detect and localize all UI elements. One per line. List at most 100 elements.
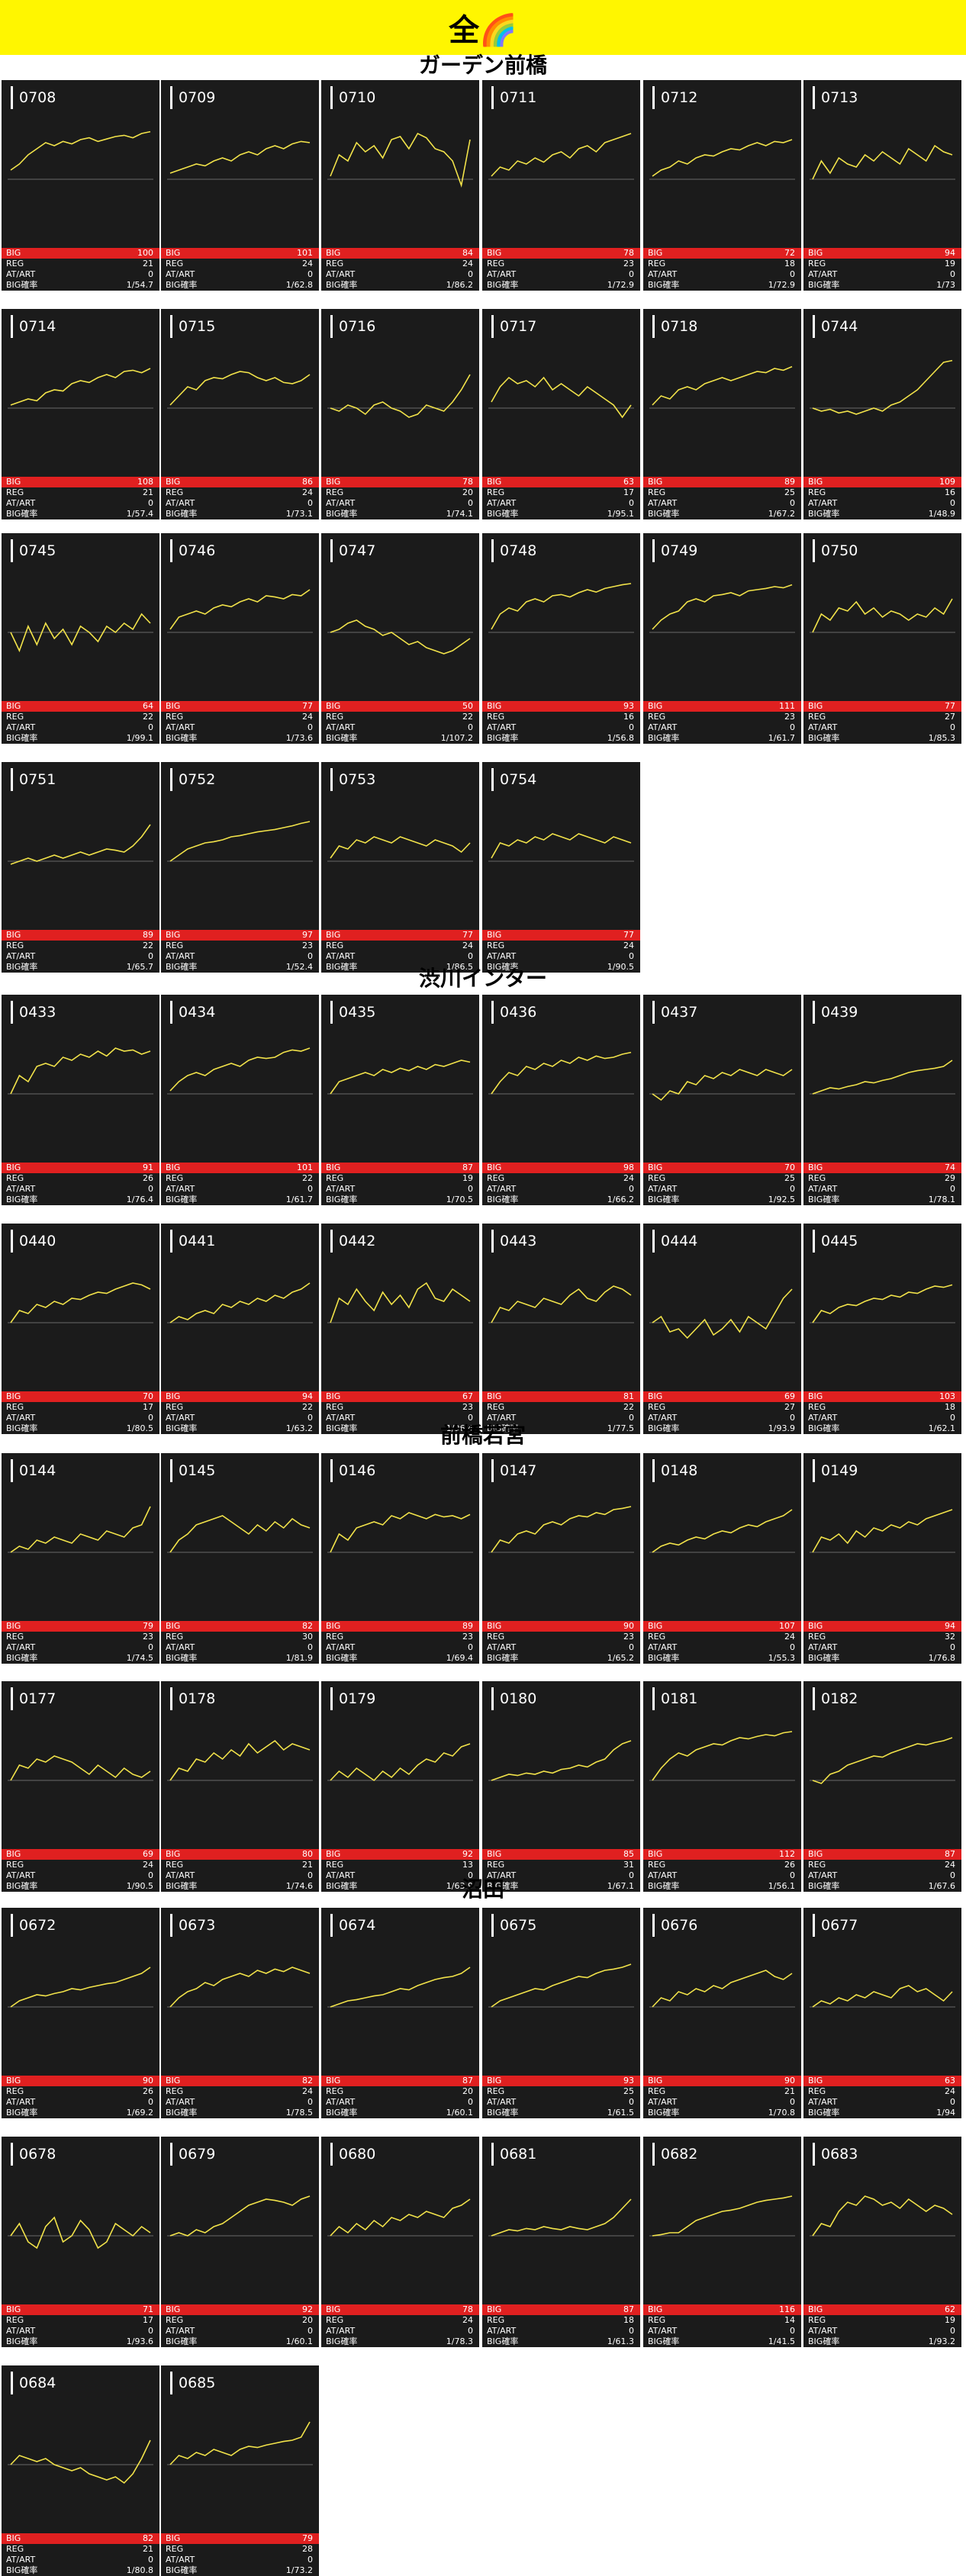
machine-card[interactable]: 0754BIG77REG24AT/ART0BIG確率1/90.5REG確率1/2…: [482, 762, 640, 973]
machine-card[interactable]: 0441BIG94REG22AT/ART0BIG確率1/63.2REG確率1/2…: [161, 1224, 319, 1434]
machine-card[interactable]: 0683BIG62REG19AT/ART0BIG確率1/93.2REG確率1/3…: [803, 2137, 961, 2347]
reg-value: 23: [302, 941, 313, 950]
slump-line: [169, 589, 311, 630]
big-row: BIG 109: [803, 477, 961, 487]
reg-value: 24: [945, 2086, 955, 2096]
machine-card[interactable]: 0148BIG107REG24AT/ART0BIG確率1/55.3REG確率1/…: [643, 1453, 801, 1664]
machine-card[interactable]: 0180BIG85REG31AT/ART0BIG確率1/67.1REG確率1/1…: [482, 1681, 640, 1892]
big-rate-row: BIG確率 1/61.3: [482, 2336, 640, 2347]
machine-card[interactable]: 0177BIG69REG24AT/ART0BIG確率1/90.5REG確率1/2…: [2, 1681, 159, 1892]
machine-card[interactable]: 0753BIG77REG24AT/ART0BIG確率1/86.5REG確率1/2…: [321, 762, 479, 973]
at-label: AT/ART: [808, 1413, 838, 1423]
big-row: BIG 87: [321, 2076, 479, 2086]
machine-card[interactable]: 0680BIG78REG24AT/ART0BIG確率1/78.3REG確率1/2…: [321, 2137, 479, 2347]
big-rate-label: BIG確率: [166, 280, 198, 290]
machine-card[interactable]: 0745BIG64REG22AT/ART0BIG確率1/99.1REG確率1/2…: [2, 533, 159, 744]
machine-card[interactable]: 0146BIG89REG23AT/ART0BIG確率1/69.4REG確率1/2…: [321, 1453, 479, 1664]
machine-card[interactable]: 0751BIG89REG22AT/ART0BIG確率1/65.7REG確率1/2…: [2, 762, 159, 973]
at-row: AT/ART 0: [482, 1642, 640, 1653]
page-title: 全🌈: [0, 0, 966, 55]
machine-card[interactable]: 0672BIG90REG26AT/ART0BIG確率1/69.2REG確率1/2…: [2, 1908, 159, 2118]
machine-number: 0676: [652, 1914, 697, 1937]
big-rate-row: BIG確率 1/56.8: [482, 733, 640, 744]
big-label: BIG: [326, 1391, 341, 1401]
big-value: 89: [462, 1621, 473, 1631]
slump-line: [812, 1737, 953, 1784]
machine-card[interactable]: 0437BIG70REG25AT/ART0BIG確率1/92.5REG確率1/2…: [643, 995, 801, 1205]
machine-card[interactable]: 0715BIG86REG24AT/ART0BIG確率1/73.1REG確率1/2…: [161, 309, 319, 519]
machine-card[interactable]: 0716BIG78REG20AT/ART0BIG確率1/74.1REG確率1/2…: [321, 309, 479, 519]
machine-card[interactable]: 0144BIG79REG23AT/ART0BIG確率1/74.5REG確率1/2…: [2, 1453, 159, 1664]
machine-card[interactable]: 0182BIG87REG24AT/ART0BIG確率1/67.6REG確率1/2…: [803, 1681, 961, 1892]
big-label: BIG: [487, 1849, 502, 1859]
at-label: AT/ART: [326, 1642, 356, 1652]
machine-card[interactable]: 0708BIG100REG21AT/ART0BIG確率1/54.7REG確率1/…: [2, 80, 159, 291]
at-row: AT/ART 0: [643, 1184, 801, 1195]
machine-card[interactable]: 0685BIG79REG28AT/ART0BIG確率1/73.2REG確率1/2…: [161, 2365, 319, 2576]
machine-number: 0716: [330, 315, 375, 338]
machine-card[interactable]: 0712BIG72REG18AT/ART0BIG確率1/72.9REG確率1/2…: [643, 80, 801, 291]
machine-card[interactable]: 0679BIG92REG20AT/ART0BIG確率1/60.1REG確率1/2…: [161, 2137, 319, 2347]
machine-card[interactable]: 0744BIG109REG16AT/ART0BIG確率1/48.9REG確率1/…: [803, 309, 961, 519]
machine-card[interactable]: 0145BIG82REG30AT/ART0BIG確率1/81.9REG確率1/2…: [161, 1453, 319, 1664]
machine-card[interactable]: 0673BIG82REG24AT/ART0BIG確率1/78.5REG確率1/2…: [161, 1908, 319, 2118]
machine-card[interactable]: 0711BIG78REG23AT/ART0BIG確率1/72.9REG確率1/2…: [482, 80, 640, 291]
machine-card[interactable]: 0747BIG50REG22AT/ART0BIG確率1/107.2REG確率1/…: [321, 533, 479, 744]
machine-card[interactable]: 0717BIG63REG17AT/ART0BIG確率1/95.1REG確率1/3…: [482, 309, 640, 519]
reg-label: REG: [166, 2086, 184, 2096]
slump-line: [330, 374, 471, 418]
reg-row: REG 18: [643, 259, 801, 269]
machine-card[interactable]: 0181BIG112REG26AT/ART0BIG確率1/56.1REG確率1/…: [643, 1681, 801, 1892]
machine-card[interactable]: 0436BIG98REG24AT/ART0BIG確率1/66.2REG確率1/2…: [482, 995, 640, 1205]
machine-card[interactable]: 0684BIG82REG21AT/ART0BIG確率1/80.8REG確率1/3…: [2, 2365, 159, 2576]
machine-card[interactable]: 0440BIG70REG17AT/ART0BIG確率1/80.5REG確率1/3…: [2, 1224, 159, 1434]
machine-card[interactable]: 0718BIG89REG25AT/ART0BIG確率1/67.2REG確率1/2…: [643, 309, 801, 519]
machine-card[interactable]: 0750BIG77REG27AT/ART0BIG確率1/85.3REG確率1/2…: [803, 533, 961, 744]
machine-card[interactable]: 0709BIG101REG24AT/ART0BIG確率1/62.8REG確率1/…: [161, 80, 319, 291]
big-rate-label: BIG確率: [648, 1881, 680, 1891]
machine-card[interactable]: 0439BIG74REG29AT/ART0BIG確率1/78.1REG確率1/1…: [803, 995, 961, 1205]
machine-card[interactable]: 0674BIG87REG20AT/ART0BIG確率1/60.1REG確率1/2…: [321, 1908, 479, 2118]
big-label: BIG: [6, 701, 21, 711]
machine-card[interactable]: 0746BIG77REG24AT/ART0BIG確率1/73.6REG確率1/2…: [161, 533, 319, 744]
machine-card[interactable]: 0678BIG71REG17AT/ART0BIG確率1/93.6REG確率1/3…: [2, 2137, 159, 2347]
machine-card[interactable]: 0713BIG94REG19AT/ART0BIG確率1/73REG確率1/360…: [803, 80, 961, 291]
reg-value: 20: [302, 2315, 313, 2325]
reg-value: 14: [784, 2315, 795, 2325]
machine-card[interactable]: 0676BIG90REG21AT/ART0BIG確率1/70.8REG確率1/3…: [643, 1908, 801, 2118]
reg-label: REG: [166, 487, 184, 497]
big-label: BIG: [6, 248, 21, 258]
at-value: 0: [468, 269, 473, 279]
machine-card[interactable]: 0433BIG91REG26AT/ART0BIG確率1/76.4REG確率1/2…: [2, 995, 159, 1205]
big-rate-row: BIG確率 1/78.3: [321, 2336, 479, 2347]
machine-card[interactable]: 0444BIG69REG27AT/ART0BIG確率1/93.9REG確率1/2…: [643, 1224, 801, 1434]
big-rate-row: BIG確率 1/76.4: [2, 1195, 159, 1205]
machine-card[interactable]: 0435BIG87REG19AT/ART0BIG確率1/70.5REG確率1/3…: [321, 995, 479, 1205]
at-label: AT/ART: [166, 498, 195, 508]
machine-card[interactable]: 0675BIG93REG25AT/ART0BIG確率1/61.5REG確率1/2…: [482, 1908, 640, 2118]
big-rate-label: BIG確率: [487, 280, 519, 290]
machine-card[interactable]: 0443BIG81REG22AT/ART0BIG確率1/77.5REG確率1/2…: [482, 1224, 640, 1434]
big-row: BIG 87: [803, 1849, 961, 1860]
big-row: BIG 89: [2, 930, 159, 941]
machine-card[interactable]: 0147BIG90REG23AT/ART0BIG確率1/65.2REG確率1/2…: [482, 1453, 640, 1664]
machine-number: 0673: [170, 1914, 215, 1937]
machine-card[interactable]: 0445BIG103REG18AT/ART0BIG確率1/62.1REG確率1/…: [803, 1224, 961, 1434]
machine-card[interactable]: 0434BIG101REG22AT/ART0BIG確率1/61.7REG確率1/…: [161, 995, 319, 1205]
machine-card[interactable]: 0714BIG108REG21AT/ART0BIG確率1/57.4REG確率1/…: [2, 309, 159, 519]
machine-stats: BIG85REG31AT/ART0BIG確率1/67.1REG確率1/183.9…: [482, 1849, 640, 1892]
machine-card[interactable]: 0179BIG92REG13AT/ART0BIG確率1/63.9REG確率1/4…: [321, 1681, 479, 1892]
at-value: 0: [790, 498, 795, 508]
machine-card[interactable]: 0682BIG116REG14AT/ART0BIG確率1/41.5REG確率1/…: [643, 2137, 801, 2347]
machine-card[interactable]: 0749BIG111REG23AT/ART0BIG確率1/61.7REG確率1/…: [643, 533, 801, 744]
machine-card[interactable]: 0442BIG67REG23AT/ART0BIG確率1/96.4REG確率1/2…: [321, 1224, 479, 1434]
at-row: AT/ART 0: [321, 951, 479, 962]
machine-card[interactable]: 0748BIG93REG16AT/ART0BIG確率1/56.8REG確率1/3…: [482, 533, 640, 744]
machine-number: 0684: [11, 2372, 56, 2394]
machine-card[interactable]: 0710BIG84REG24AT/ART0BIG確率1/86.2REG確率1/3…: [321, 80, 479, 291]
machine-card[interactable]: 0149BIG94REG32AT/ART0BIG確率1/76.8REG確率1/2…: [803, 1453, 961, 1664]
machine-card[interactable]: 0752BIG97REG23AT/ART0BIG確率1/52.4REG確率1/2…: [161, 762, 319, 973]
machine-card[interactable]: 0681BIG87REG18AT/ART0BIG確率1/61.3REG確率1/2…: [482, 2137, 640, 2347]
machine-card[interactable]: 0178BIG80REG21AT/ART0BIG確率1/74.6REG確率1/2…: [161, 1681, 319, 1892]
machine-card[interactable]: 0677BIG63REG24AT/ART0BIG確率1/94REG確率1/246…: [803, 1908, 961, 2118]
